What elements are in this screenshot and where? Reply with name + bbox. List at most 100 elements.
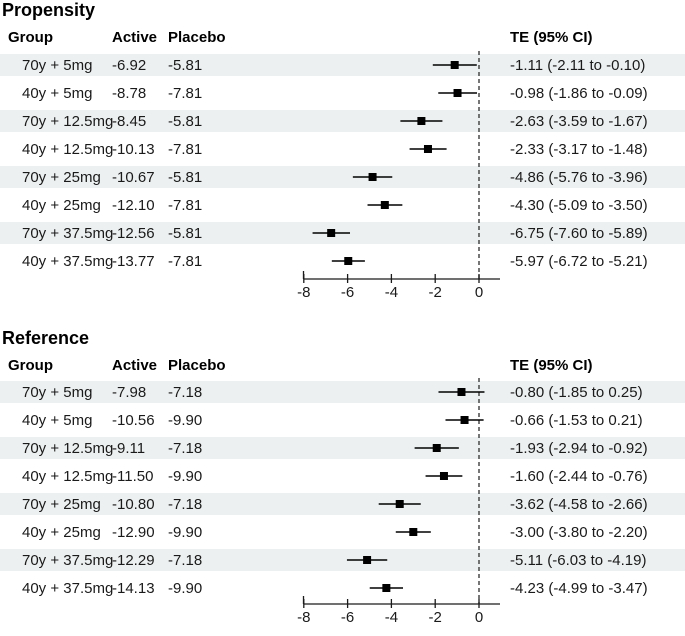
column-header-group: Group [8, 28, 53, 46]
active-cell: -12.10 [112, 196, 155, 214]
axis-tick-label: -8 [297, 284, 310, 301]
te-ci-cell: -4.23 (-4.99 to -3.47) [510, 579, 648, 597]
column-header-active: Active [112, 356, 158, 374]
table-row: 70y + 12.5mg -8.45 -5.81 -2.63 (-3.59 to… [0, 107, 685, 135]
active-cell: -9.11 [112, 439, 146, 457]
group-cell: 70y + 12.5mg [22, 112, 114, 130]
active-cell: -10.67 [112, 168, 155, 186]
column-header-row: Group Active Placebo TE (95% CI) [0, 24, 685, 50]
axis-tick-label: -4 [385, 284, 398, 301]
active-cell: -12.56 [112, 224, 155, 242]
column-header-te: TE (95% CI) [510, 28, 593, 46]
table-row: 40y + 25mg -12.10 -7.81 -4.30 (-5.09 to … [0, 191, 685, 219]
active-cell: -13.77 [112, 252, 155, 270]
axis-tick-label: 0 [475, 609, 483, 626]
group-cell: 70y + 25mg [22, 168, 101, 186]
placebo-cell: -9.90 [168, 467, 203, 485]
active-cell: -8.78 [112, 84, 147, 102]
te-ci-cell: -0.98 (-1.86 to -0.09) [510, 84, 648, 102]
active-cell: -8.45 [112, 112, 147, 130]
panel-propensity: Propensity Group Active Placebo TE (95% … [0, 0, 685, 310]
axis-tick-label: -6 [341, 609, 354, 626]
te-ci-cell: -0.66 (-1.53 to 0.21) [510, 411, 643, 429]
group-cell: 40y + 5mg [22, 84, 93, 102]
group-cell: 40y + 5mg [22, 411, 93, 429]
column-header-te: TE (95% CI) [510, 356, 593, 374]
group-cell: 40y + 12.5mg [22, 140, 114, 158]
group-cell: 40y + 12.5mg [22, 467, 114, 485]
te-ci-cell: -4.86 (-5.76 to -3.96) [510, 168, 648, 186]
placebo-cell: -9.90 [168, 523, 203, 541]
panel-reference: Reference Group Active Placebo TE (95% C… [0, 322, 685, 636]
placebo-cell: -7.81 [168, 252, 203, 270]
placebo-cell: -7.81 [168, 140, 203, 158]
table-row: 40y + 37.5mg -13.77 -7.81 -5.97 (-6.72 t… [0, 247, 685, 275]
group-cell: 70y + 5mg [22, 383, 93, 401]
table-body: 70y + 5mg -7.98 -7.18 -0.80 (-1.85 to 0.… [0, 378, 685, 602]
table-row: 40y + 37.5mg -14.13 -9.90 -4.23 (-4.99 t… [0, 574, 685, 602]
te-ci-cell: -3.62 (-4.58 to -2.66) [510, 495, 648, 513]
active-cell: -10.56 [112, 411, 155, 429]
panel-title: Propensity [2, 0, 96, 20]
column-header-active: Active [112, 28, 158, 46]
column-header-row: Group Active Placebo TE (95% CI) [0, 352, 685, 378]
active-cell: -10.13 [112, 140, 155, 158]
placebo-cell: -9.90 [168, 579, 203, 597]
active-cell: -14.13 [112, 579, 155, 597]
placebo-cell: -5.81 [168, 224, 203, 242]
group-cell: 40y + 25mg [22, 196, 101, 214]
te-ci-cell: -5.97 (-6.72 to -5.21) [510, 252, 648, 270]
table-row: 40y + 25mg -12.90 -9.90 -3.00 (-3.80 to … [0, 518, 685, 546]
axis-tick-label: -6 [341, 284, 354, 301]
te-ci-cell: -1.93 (-2.94 to -0.92) [510, 439, 648, 457]
active-cell: -11.50 [112, 467, 154, 485]
placebo-cell: -7.18 [168, 383, 203, 401]
active-cell: -10.80 [112, 495, 155, 513]
active-cell: -12.29 [112, 551, 155, 569]
axis-tick-label: -2 [429, 609, 442, 626]
table-row: 70y + 12.5mg -9.11 -7.18 -1.93 (-2.94 to… [0, 434, 685, 462]
te-ci-cell: -1.60 (-2.44 to -0.76) [510, 467, 648, 485]
table-row: 70y + 5mg -6.92 -5.81 -1.11 (-2.11 to -0… [0, 51, 685, 79]
placebo-cell: -5.81 [168, 112, 203, 130]
table-body: 70y + 5mg -6.92 -5.81 -1.11 (-2.11 to -0… [0, 51, 685, 275]
placebo-cell: -5.81 [168, 168, 203, 186]
table-row: 40y + 12.5mg -10.13 -7.81 -2.33 (-3.17 t… [0, 135, 685, 163]
te-ci-cell: -1.11 (-2.11 to -0.10) [510, 56, 646, 74]
te-ci-cell: -5.11 (-6.03 to -4.19) [510, 551, 647, 569]
placebo-cell: -7.81 [168, 84, 203, 102]
te-ci-cell: -2.33 (-3.17 to -1.48) [510, 140, 648, 158]
group-cell: 70y + 25mg [22, 495, 101, 513]
column-header-placebo: Placebo [168, 28, 226, 46]
te-ci-cell: -0.80 (-1.85 to 0.25) [510, 383, 643, 401]
group-cell: 40y + 25mg [22, 523, 101, 541]
panel-title: Reference [2, 328, 90, 348]
placebo-cell: -7.18 [168, 439, 203, 457]
group-cell: 70y + 12.5mg [22, 439, 114, 457]
placebo-cell: -5.81 [168, 56, 203, 74]
group-cell: 70y + 37.5mg [22, 551, 114, 569]
table-row: 40y + 12.5mg -11.50 -9.90 -1.60 (-2.44 t… [0, 462, 685, 490]
column-header-placebo: Placebo [168, 356, 226, 374]
group-cell: 70y + 37.5mg [22, 224, 114, 242]
te-ci-cell: -3.00 (-3.80 to -2.20) [510, 523, 648, 541]
table-row: 70y + 37.5mg -12.56 -5.81 -6.75 (-7.60 t… [0, 219, 685, 247]
table-row: 70y + 5mg -7.98 -7.18 -0.80 (-1.85 to 0.… [0, 378, 685, 406]
axis-tick-label: 0 [475, 284, 483, 301]
placebo-cell: -7.18 [168, 551, 203, 569]
active-cell: -6.92 [112, 56, 147, 74]
table-row: 40y + 5mg -10.56 -9.90 -0.66 (-1.53 to 0… [0, 406, 685, 434]
axis-tick-label: -2 [429, 284, 442, 301]
te-ci-cell: -6.75 (-7.60 to -5.89) [510, 224, 648, 242]
group-cell: 40y + 37.5mg [22, 252, 114, 270]
placebo-cell: -7.18 [168, 495, 203, 513]
group-cell: 70y + 5mg [22, 56, 93, 74]
axis-tick-label: -4 [385, 609, 398, 626]
active-cell: -12.90 [112, 523, 155, 541]
table-row: 70y + 25mg -10.80 -7.18 -3.62 (-4.58 to … [0, 490, 685, 518]
table-row: 40y + 5mg -8.78 -7.81 -0.98 (-1.86 to -0… [0, 79, 685, 107]
te-ci-cell: -4.30 (-5.09 to -3.50) [510, 196, 648, 214]
table-row: 70y + 25mg -10.67 -5.81 -4.86 (-5.76 to … [0, 163, 685, 191]
column-header-group: Group [8, 356, 53, 374]
